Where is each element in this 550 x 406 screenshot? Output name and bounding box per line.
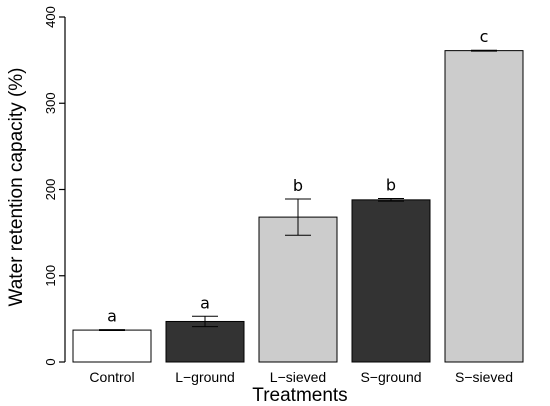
significance-letter: b bbox=[293, 176, 303, 195]
significance-letter: a bbox=[200, 293, 210, 312]
bar bbox=[258, 216, 338, 363]
significance-letters: a a b b c bbox=[107, 27, 488, 325]
x-axis-title: Treatments bbox=[252, 385, 347, 406]
category-labels: Control L−ground L−sieved S−ground S−sieved bbox=[89, 369, 513, 385]
y-tick-label: 300 bbox=[43, 92, 58, 114]
x-tick-label: L−sieved bbox=[270, 369, 326, 385]
bar bbox=[351, 199, 431, 363]
significance-letter: b bbox=[386, 176, 396, 195]
axes: 0 100 200 300 400 bbox=[43, 6, 66, 366]
bar bbox=[165, 320, 245, 363]
y-tick-label: 100 bbox=[43, 265, 58, 287]
y-tick-label: 200 bbox=[43, 179, 58, 201]
y-tick-label: 0 bbox=[43, 358, 58, 365]
error-bars bbox=[99, 49, 497, 332]
x-tick-label: S−ground bbox=[360, 369, 421, 385]
significance-letter: a bbox=[107, 307, 117, 326]
x-tick-label: Control bbox=[89, 369, 134, 385]
y-tick-label: 400 bbox=[43, 6, 58, 28]
x-tick-label: S−sieved bbox=[455, 369, 513, 385]
bar bbox=[72, 329, 152, 363]
bar bbox=[444, 50, 524, 363]
y-axis-title: Water retention capacity (%) bbox=[6, 68, 27, 307]
x-tick-label: L−ground bbox=[175, 369, 235, 385]
significance-letter: c bbox=[480, 27, 489, 46]
